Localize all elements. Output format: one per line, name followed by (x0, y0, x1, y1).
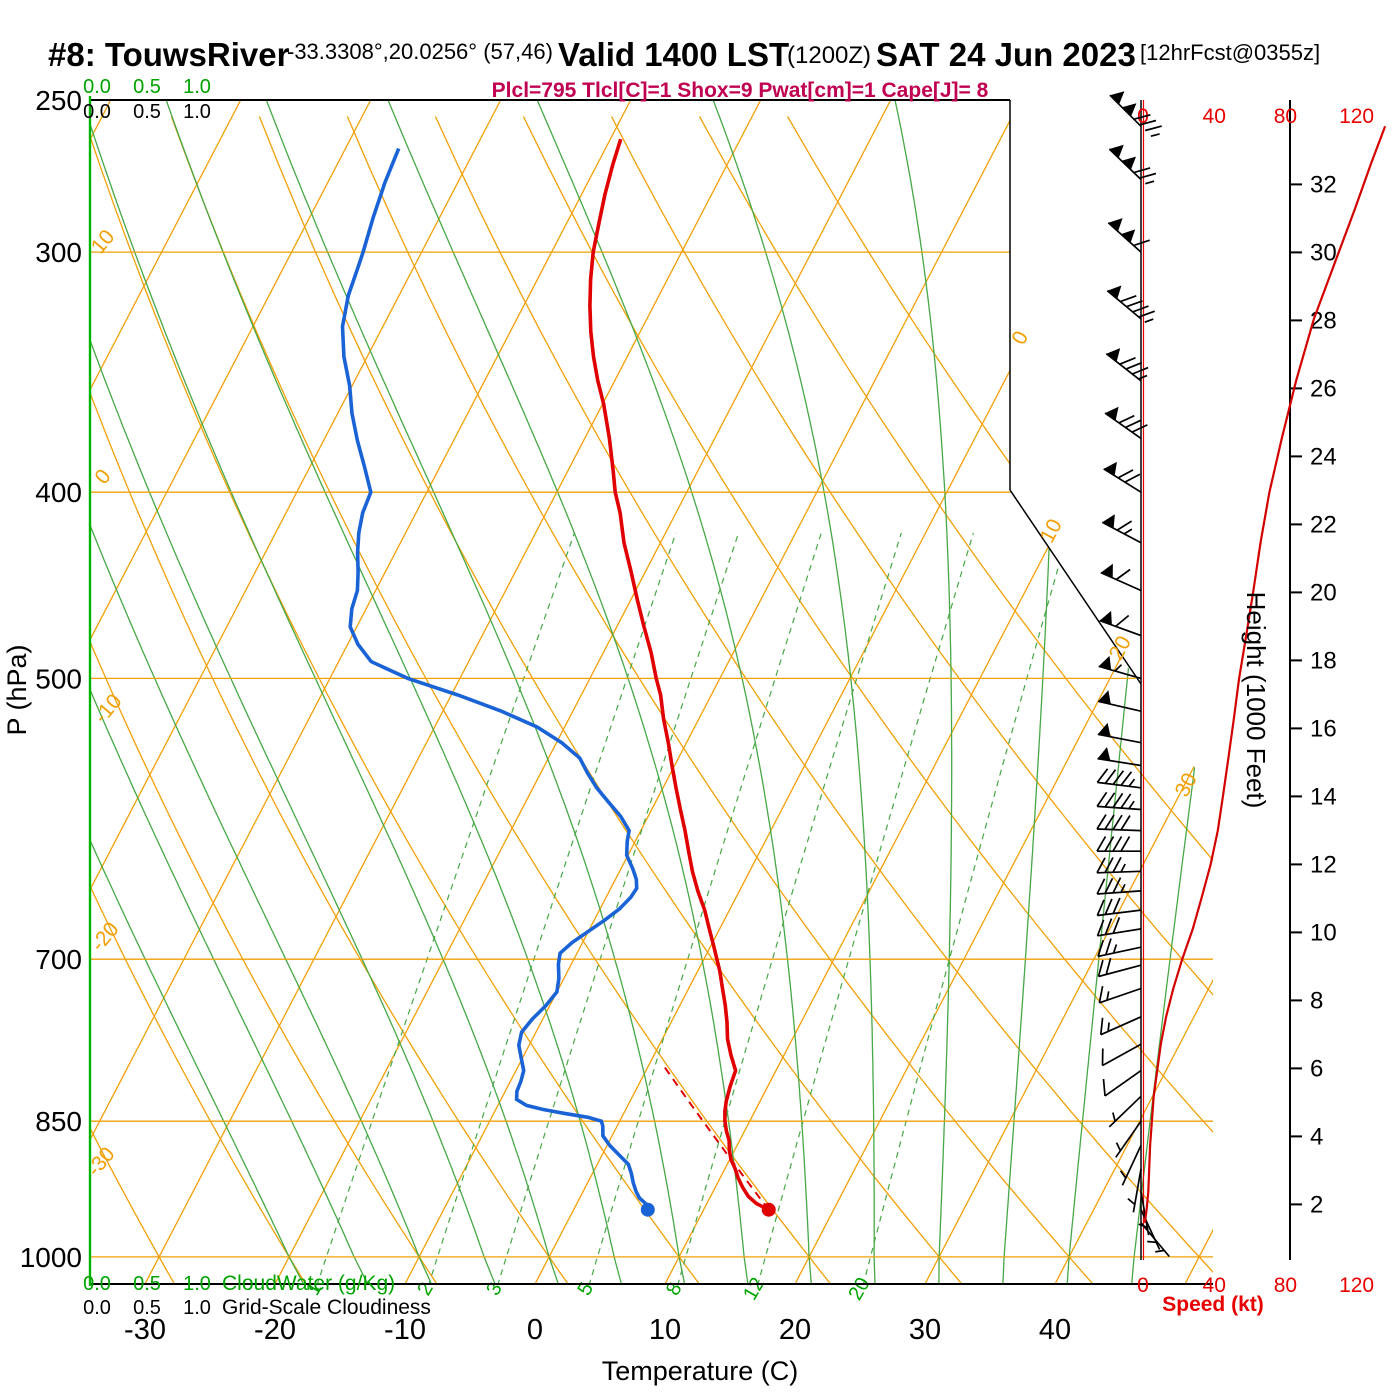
valid-time: Valid 1400 LST (558, 36, 789, 73)
svg-text:26: 26 (1310, 375, 1337, 402)
svg-text:1.0: 1.0 (183, 76, 211, 98)
svg-text:5: 5 (574, 1279, 599, 1300)
plot-borders (88, 96, 1302, 1286)
svg-text:12: 12 (739, 1274, 769, 1304)
valid-zulu: (1200Z) (787, 42, 871, 69)
svg-text:-10: -10 (384, 1314, 426, 1346)
svg-text:0.5: 0.5 (133, 101, 161, 123)
svg-text:4: 4 (1310, 1123, 1323, 1150)
svg-text:30: 30 (909, 1314, 941, 1346)
svg-text:10: 10 (649, 1314, 681, 1346)
surface-dot (640, 1202, 655, 1217)
mixing-ratio-lines (316, 532, 1069, 1284)
svg-text:10: 10 (1310, 919, 1337, 946)
dry-adiabats (90, 116, 1213, 1284)
svg-text:1.0: 1.0 (183, 1297, 211, 1319)
svg-text:18: 18 (1310, 647, 1337, 674)
svg-text:20: 20 (844, 1274, 874, 1304)
svg-text:20: 20 (1310, 579, 1337, 606)
svg-text:400: 400 (35, 477, 82, 508)
sounding-profiles (340, 138, 770, 1212)
wind-speed-curve (1143, 125, 1387, 1223)
wind-barbs (1096, 91, 1170, 1258)
svg-text:0: 0 (527, 1314, 543, 1346)
svg-text:80: 80 (1274, 105, 1297, 128)
svg-text:20: 20 (779, 1314, 811, 1346)
svg-text:30: 30 (1310, 239, 1337, 266)
svg-text:32: 32 (1310, 171, 1337, 198)
cloudiness-label: Grid-Scale Cloudiness (222, 1296, 431, 1319)
svg-text:24: 24 (1310, 443, 1337, 470)
svg-text:0.5: 0.5 (133, 1297, 161, 1319)
chart-text-labels: #8: TouwsRiver -33.3308°,20.0256° (57,46… (2, 36, 1320, 1386)
cloudwater-label: CloudWater (g/Kg) (222, 1272, 395, 1295)
svg-text:8: 8 (662, 1279, 687, 1300)
svg-text:0.0: 0.0 (83, 1297, 111, 1319)
svg-text:16: 16 (1310, 715, 1337, 742)
moist-adiabats (90, 100, 1213, 1284)
svg-text:0.0: 0.0 (83, 76, 111, 98)
svg-text:500: 500 (35, 663, 82, 694)
svg-text:850: 850 (35, 1106, 82, 1137)
svg-text:14: 14 (1310, 783, 1337, 810)
surface-dots (640, 1202, 776, 1217)
svg-text:40: 40 (1203, 1274, 1226, 1297)
forecast-tag: [12hrFcst@0355z] (1140, 40, 1320, 65)
svg-text:40: 40 (1039, 1314, 1071, 1346)
svg-text:120: 120 (1339, 1274, 1374, 1297)
stability-params: Plcl=795 Tlcl[C]=1 Shox=9 Pwat[cm]=1 Cap… (492, 79, 989, 102)
svg-text:-10: -10 (89, 690, 126, 728)
svg-text:-20: -20 (254, 1314, 296, 1346)
svg-text:0: 0 (90, 465, 115, 489)
valid-date: SAT 24 Jun 2023 (876, 36, 1136, 73)
station-title: #8: TouwsRiver (48, 36, 290, 73)
temperature-axis-title: Temperature (C) (602, 1356, 799, 1386)
station-coords: -33.3308°,20.0256° (57,46) (287, 39, 553, 64)
svg-text:80: 80 (1274, 1274, 1297, 1297)
svg-text:0.0: 0.0 (83, 1273, 111, 1295)
speed-axis-title: Speed (kt) (1162, 1293, 1264, 1316)
svg-text:120: 120 (1339, 105, 1374, 128)
svg-text:-30: -30 (124, 1314, 166, 1346)
surface-dot (761, 1202, 776, 1217)
svg-text:1000: 1000 (20, 1242, 82, 1273)
svg-text:0.5: 0.5 (133, 1273, 161, 1295)
svg-text:300: 300 (35, 237, 82, 268)
svg-text:0.5: 0.5 (133, 76, 161, 98)
svg-text:6: 6 (1310, 1055, 1323, 1082)
svg-text:2: 2 (1310, 1191, 1323, 1218)
svg-text:10: 10 (1036, 515, 1067, 546)
svg-text:12: 12 (1310, 851, 1337, 878)
pressure-axis-title: P (hPa) (2, 644, 32, 735)
svg-text:0.0: 0.0 (83, 101, 111, 123)
svg-text:0: 0 (1137, 1274, 1149, 1297)
svg-text:250: 250 (35, 85, 82, 116)
svg-text:30: 30 (1171, 769, 1202, 800)
svg-text:-20: -20 (86, 918, 123, 956)
svg-text:0: 0 (1007, 327, 1033, 348)
svg-text:10: 10 (87, 225, 120, 258)
svg-text:700: 700 (35, 944, 82, 975)
svg-text:40: 40 (1203, 105, 1226, 128)
svg-text:1.0: 1.0 (183, 1273, 211, 1295)
svg-text:1.0: 1.0 (183, 101, 211, 123)
svg-text:8: 8 (1310, 987, 1323, 1014)
height-axis-title: Height (1000 Feet) (1241, 592, 1271, 809)
svg-text:22: 22 (1310, 511, 1337, 538)
